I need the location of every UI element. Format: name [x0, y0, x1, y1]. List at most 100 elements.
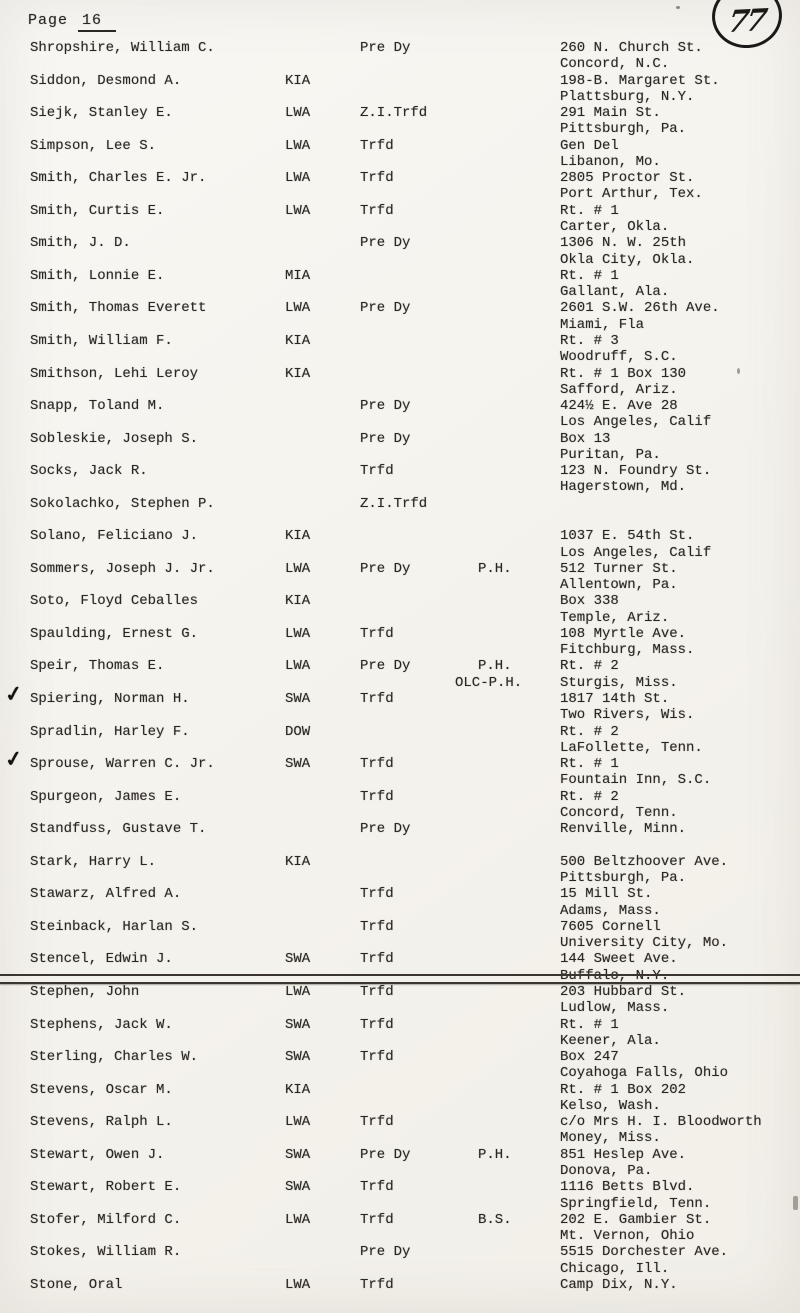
address-line: 1037 E. 54th St. — [560, 528, 695, 545]
roster-row: Smith, Thomas Everett LWA Pre Dy 2601 S.W. … — [0, 300, 800, 333]
soldier-name: Siddon, Desmond A. — [30, 72, 182, 89]
soldier-name: Spradlin, Harley F. — [30, 723, 190, 740]
roster-row: Sterling, Charles W. SWA Trfd Box 247 Coyaho… — [0, 1049, 800, 1082]
address-line: Coyahoga Falls, Ohio — [560, 1065, 729, 1082]
roster-row: Stencel, Edwin J. SWA Trfd 144 Sweet Ave. Bu… — [0, 951, 800, 984]
soldier-name: Smith, Curtis E. — [30, 202, 165, 219]
address-line: Rt. # 2 — [560, 658, 619, 675]
address-line: Adams, Mass. — [560, 902, 661, 919]
soldier-name: Stencel, Edwin J. — [30, 951, 173, 968]
casualty-status: SWA — [285, 1049, 311, 1066]
soldier-name: Stawarz, Alfred A. — [30, 886, 182, 903]
roster-row: Stark, Harry L. KIA 500 Beltzhoover Ave. Pi… — [0, 854, 800, 887]
address-line: Fitchburg, Mass. — [560, 642, 695, 659]
roster-row: Stephens, Jack W. SWA Trfd Rt. # 1 Keener, A… — [0, 1017, 800, 1050]
address-line: 424½ E. Ave 28 — [560, 398, 678, 415]
casualty-status: SWA — [285, 951, 311, 968]
soldier-name: Simpson, Lee S. — [30, 137, 157, 154]
address-line: Box 13 — [560, 430, 611, 447]
casualty-status: LWA — [285, 658, 311, 675]
address-line: Box 247 — [560, 1049, 619, 1066]
roster-row: Soto, Floyd Ceballes KIA Box 338 Temple, Ar… — [0, 593, 800, 626]
soldier-name: Smith, Lonnie E. — [30, 267, 165, 284]
disposition-code: Trfd — [360, 788, 394, 805]
address-line: Rt. # 1 — [560, 267, 619, 284]
address-line: 144 Sweet Ave. — [560, 951, 678, 968]
soldier-name: Soto, Floyd Ceballes — [30, 593, 199, 610]
award-code: B.S. — [478, 1211, 512, 1228]
disposition-code: Pre Dy — [360, 560, 411, 577]
soldier-name: Standfuss, Gustave T. — [30, 821, 207, 838]
roster-row: Stofer, Milford C. LWA Trfd B.S. 202 E. Gamb… — [0, 1212, 800, 1245]
disposition-code: Z.I.Trfd — [360, 105, 428, 122]
address-line: Box 338 — [560, 593, 619, 610]
address-line: Concord, Tenn. — [560, 804, 678, 821]
casualty-status: SWA — [285, 1146, 311, 1163]
roster-row: Speir, Thomas E. LWA Pre Dy P.H. OLC-P.H. Rt.… — [0, 658, 800, 691]
roster-row: Stewart, Robert E. SWA Trfd 1116 Betts Blvd… — [0, 1179, 800, 1212]
address-line: Rt. # 1 — [560, 756, 619, 773]
handwritten-checkmark-icon: ✓ — [3, 679, 25, 708]
soldier-name: Sommers, Joseph J. Jr. — [30, 560, 215, 577]
disposition-code: Trfd — [360, 625, 394, 642]
roster-row: Sokolachko, Stephen P. Z.I.Trfd — [0, 496, 800, 529]
page-label: Page — [28, 12, 69, 29]
address-line: 2805 Proctor St. — [560, 170, 695, 187]
roster-row: Smith, Lonnie E. MIA Rt. # 1 Gallant, Ala. — [0, 268, 800, 301]
disposition-code: Pre Dy — [360, 300, 411, 317]
disposition-code: Pre Dy — [360, 1244, 411, 1261]
address-line: 202 E. Gambier St. — [560, 1211, 712, 1228]
roster-row: Spradlin, Harley F. DOW Rt. # 2 LaFollette,… — [0, 724, 800, 757]
roster-row: Stokes, William R. Pre Dy 5515 Dorchester … — [0, 1244, 800, 1277]
soldier-name: Speir, Thomas E. — [30, 658, 165, 675]
soldier-name: Siejk, Stanley E. — [30, 105, 173, 122]
address-line: Camp Dix, N.Y. — [560, 1276, 678, 1293]
roster-row: Socks, Jack R. Trfd 123 N. Foundry St. Hage… — [0, 463, 800, 496]
casualty-status: KIA — [285, 853, 311, 870]
roster-row: Stephen, John LWA Trfd 203 Hubbard St. Ludlo… — [0, 984, 800, 1017]
page-header: Page 16 — [28, 12, 117, 32]
soldier-name: Stone, Oral — [30, 1276, 123, 1293]
address-line: Rt. # 1 Box 130 — [560, 365, 687, 382]
casualty-status: DOW — [285, 723, 311, 740]
section-divider-rule — [0, 974, 800, 984]
address-line: Gen Del — [560, 137, 619, 154]
address-line: Concord, N.C. — [560, 56, 670, 73]
soldier-name: Spurgeon, James E. — [30, 788, 182, 805]
address-line: Temple, Ariz. — [560, 609, 670, 626]
roster-row: Sommers, Joseph J. Jr. LWA Pre Dy P.H. 512 T… — [0, 561, 800, 594]
roster-row: Stewart, Owen J. SWA Pre Dy P.H. 851 Heslep … — [0, 1147, 800, 1180]
casualty-status: KIA — [285, 72, 311, 89]
casualty-status: LWA — [285, 300, 311, 317]
disposition-code: Z.I.Trfd — [360, 495, 428, 512]
address-line: Plattsburg, N.Y. — [560, 88, 695, 105]
address-line: Port Arthur, Tex. — [560, 186, 703, 203]
scan-speck — [793, 1196, 798, 1210]
disposition-code: Trfd — [360, 983, 394, 1000]
roster-row: ✓ Spiering, Norman H. SWA Trfd 1817 14th St.… — [0, 680, 800, 724]
address-line: Woodruff, S.C. — [560, 349, 678, 366]
soldier-name: Smith, Thomas Everett — [30, 300, 207, 317]
soldier-name: Stephen, John — [30, 983, 140, 1000]
disposition-code: Pre Dy — [360, 1146, 411, 1163]
address-line: Rt. # 1 — [560, 1016, 619, 1033]
address-line: 203 Hubbard St. — [560, 983, 687, 1000]
casualty-status: KIA — [285, 332, 311, 349]
address-line: 1817 14th St. — [560, 691, 670, 707]
soldier-name: Stewart, Owen J. — [30, 1146, 165, 1163]
roster-row: Stevens, Ralph L. LWA Trfd c/o Mrs H. I. Bl… — [0, 1114, 800, 1147]
casualty-status: SWA — [285, 691, 311, 707]
address-line: Safford, Ariz. — [560, 381, 678, 398]
roster-row: ✓ Sprouse, Warren C. Jr. SWA Trfd Rt. # 1 Fou… — [0, 745, 800, 789]
soldier-name: Smith, William F. — [30, 332, 173, 349]
address-line: Puritan, Pa. — [560, 446, 661, 463]
address-line: Two Rivers, Wis. — [560, 707, 695, 724]
soldier-name: Solano, Feliciano J. — [30, 528, 199, 545]
address-line: Carter, Okla. — [560, 219, 670, 236]
soldier-name: Sobleskie, Joseph S. — [30, 430, 199, 447]
scan-speck — [737, 368, 740, 374]
address-line: Pittsburgh, Pa. — [560, 121, 687, 138]
address-line: Rt. # 2 — [560, 788, 619, 805]
